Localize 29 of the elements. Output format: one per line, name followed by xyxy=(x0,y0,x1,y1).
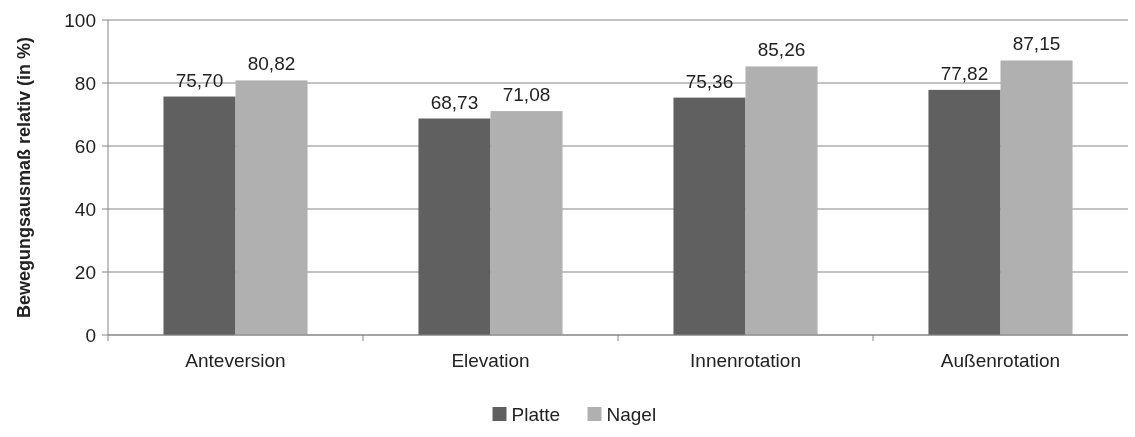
data-label: 75,36 xyxy=(685,70,734,92)
y-tick-label: 80 xyxy=(74,72,96,94)
bar xyxy=(673,97,746,335)
data-label: 68,73 xyxy=(430,91,479,113)
legend-label: Nagel xyxy=(606,403,657,425)
x-tick-label: Innenrotation xyxy=(690,350,801,371)
bar xyxy=(418,118,491,335)
bar xyxy=(928,89,1001,335)
data-label: 77,82 xyxy=(940,62,989,84)
y-axis-title: Bewegungsausmaß relativ (in %) xyxy=(14,36,34,319)
y-tick-label: 60 xyxy=(74,135,96,157)
x-tick-label: Anteversion xyxy=(185,350,286,371)
y-tick-label: 100 xyxy=(64,9,96,31)
bar xyxy=(745,66,818,335)
bar xyxy=(490,111,563,335)
data-label: 87,15 xyxy=(1012,33,1061,55)
y-tick-label: 0 xyxy=(85,324,96,346)
x-tick-label: Außenrotation xyxy=(940,350,1061,371)
x-tick-label: Elevation xyxy=(451,350,530,371)
legend-label: Platte xyxy=(511,403,561,425)
bar xyxy=(163,96,236,335)
data-label: 80,82 xyxy=(247,53,296,75)
bar xyxy=(235,80,308,335)
y-tick-label: 20 xyxy=(74,261,96,283)
data-label: 75,70 xyxy=(175,69,224,91)
y-tick-label: 40 xyxy=(74,198,96,220)
data-label: 71,08 xyxy=(502,84,551,106)
bar xyxy=(1000,60,1073,335)
data-label: 85,26 xyxy=(757,39,806,61)
